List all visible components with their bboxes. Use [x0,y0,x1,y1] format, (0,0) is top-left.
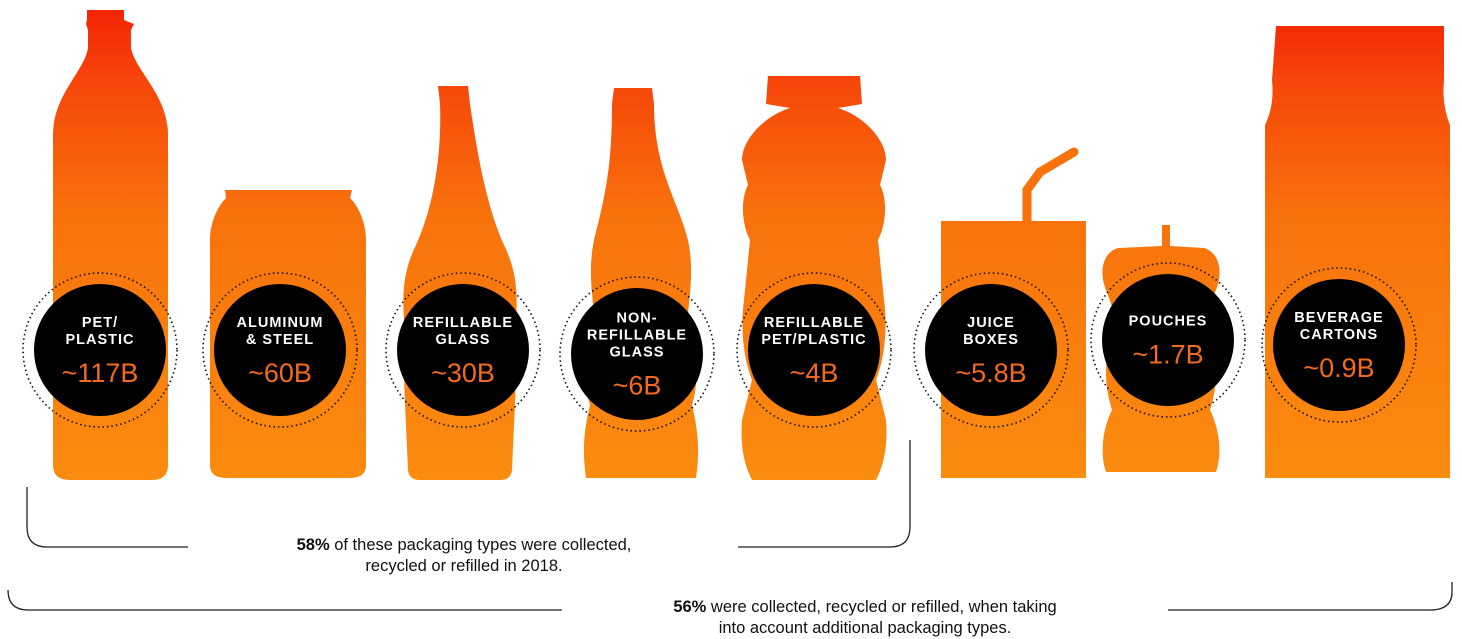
black-disc [214,284,346,416]
dotted-ring [385,272,541,428]
label-aluminum-steel-line2: & STEEL [246,332,314,348]
label-juice-boxes-line1: JUICE [967,315,1015,331]
dotted-ring [202,272,358,428]
beverage-carton-icon [1265,26,1450,478]
label-refillable-pet-plastic-line2: PET/PLASTIC [761,332,866,348]
label-beverage-cartons-line1: BEVERAGE [1294,310,1383,326]
black-disc [1273,279,1405,411]
black-disc [397,284,529,416]
dotted-ring [1090,262,1246,418]
label-pouches-line1: POUCHES [1129,314,1208,330]
note-58-percent-value: 58% [296,536,330,554]
label-refillable-glass-line1: REFILLABLE [413,315,513,331]
dotted-ring [913,272,1069,428]
note-58-percent-line2: recycled or refilled in 2018. [365,557,563,575]
note-58-percent: 58% of these packaging types were collec… [190,535,738,577]
note-58-percent-line1: of these packaging types were collected, [329,536,632,554]
black-disc [571,288,703,420]
black-disc [1102,274,1234,406]
dotted-ring [559,276,715,432]
black-disc [34,284,166,416]
value-pouches: ~1.7B [1132,340,1203,370]
black-disc [748,284,880,416]
label-non-refillable-glass-line2: REFILLABLE [587,328,687,344]
label-non-refillable-glass-line1: NON- [616,311,657,327]
bracket-58-percent [26,440,911,548]
note-56-percent-line2: into account additional packaging types. [718,619,1012,637]
label-aluminum-steel-line1: ALUMINUM [237,315,324,331]
juice-box-straw-icon [1022,147,1079,227]
note-56-percent-line1: were collected, recycled or refilled, wh… [706,598,1057,616]
label-juice-boxes-line2: BOXES [963,332,1019,348]
label-pet-plastic-line2: PLASTIC [65,332,134,348]
note-56-percent: 56% were collected, recycled or refilled… [563,597,1167,639]
dotted-ring [1261,267,1417,423]
value-refillable-pet-plastic: ~4B [790,358,839,388]
bracket-56-percent [7,582,1453,611]
value-non-refillable-glass: ~6B [613,371,662,401]
value-juice-boxes: ~5.8B [955,358,1026,388]
label-circle-pouches: POUCHES ~1.7B [1090,262,1246,418]
value-refillable-glass: ~30B [431,358,495,388]
label-non-refillable-glass-line3: GLASS [610,345,665,361]
label-circle-aluminum-steel: ALUMINUM& STEEL ~60B [202,272,358,428]
label-circle-pet-plastic: PET/PLASTIC ~117B [22,272,178,428]
dotted-ring [736,272,892,428]
label-beverage-cartons-line2: CARTONS [1300,327,1378,343]
label-refillable-pet-plastic-line1: REFILLABLE [764,315,864,331]
black-disc [925,284,1057,416]
value-aluminum-steel: ~60B [248,358,312,388]
dotted-ring [22,272,178,428]
value-beverage-cartons: ~0.9B [1303,353,1374,383]
note-56-percent-value: 56% [673,598,707,616]
label-refillable-glass-line2: GLASS [436,332,491,348]
value-pet-plastic: ~117B [62,358,139,388]
refillable-pet-bottle-icon [741,76,887,480]
label-pet-plastic-line1: PET/ [82,315,118,331]
